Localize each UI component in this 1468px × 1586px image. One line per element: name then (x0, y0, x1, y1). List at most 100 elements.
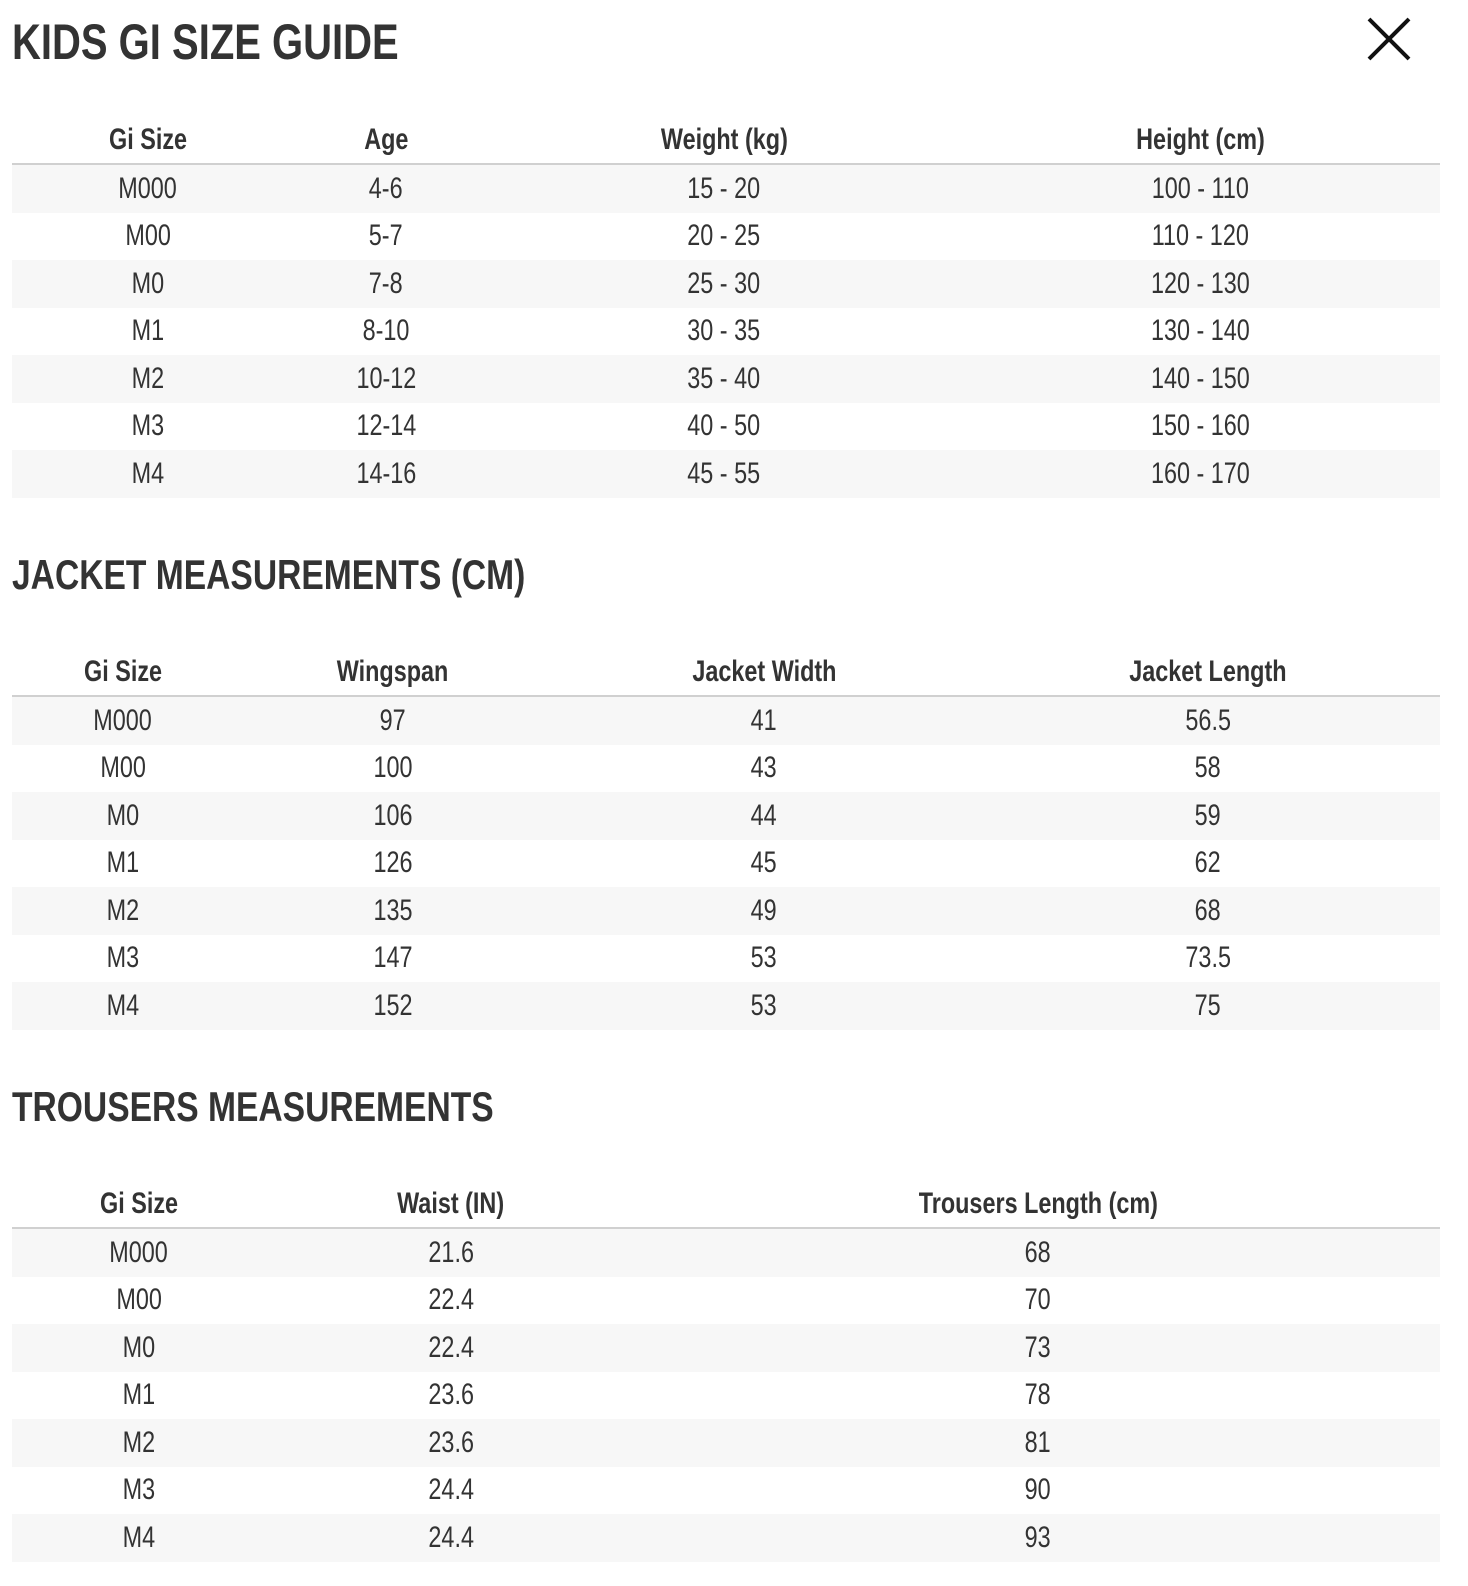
table-cell: M0 (12, 1324, 266, 1372)
table-cell-text: 147 (373, 941, 413, 975)
table-cell-text: 100 (373, 751, 413, 785)
table-cell: M1 (12, 1372, 266, 1420)
table-row: M0 106 44 59 (12, 792, 1440, 840)
table-cell-text: 97 (379, 703, 407, 737)
section-heading-text: TROUSERS MEASUREMENTS (12, 1083, 494, 1130)
table-cell-text: 44 (750, 798, 778, 832)
table-cell-text: 24.4 (428, 1473, 474, 1507)
column-header: Waist (IN) (266, 1181, 636, 1229)
table-cell-text: M000 (109, 1235, 169, 1269)
table-cell: 130 - 140 (960, 308, 1440, 356)
table-cell-text: 21.6 (428, 1235, 474, 1269)
table-cell: 7-8 (284, 260, 488, 308)
table-cell: 81 (636, 1419, 1440, 1467)
table-cell-text: 8-10 (362, 314, 410, 348)
table-row: M4 14-16 45 - 55 160 - 170 (12, 450, 1440, 498)
table-cell: 41 (552, 696, 976, 745)
table-cell-text: 110 - 120 (1151, 219, 1249, 253)
table-cell-text: 68 (1194, 893, 1222, 927)
table-cell: 23.6 (266, 1372, 636, 1420)
table-cell: 75 (976, 982, 1440, 1030)
table-row: M000 97 41 56.5 (12, 696, 1440, 745)
column-header-text: Gi Size (108, 123, 188, 156)
column-header: Weight (kg) (488, 117, 960, 165)
table-cell-text: 58 (1194, 751, 1222, 785)
table-cell: 150 - 160 (960, 403, 1440, 451)
table-cell: 40 - 50 (488, 403, 960, 451)
table-row: M1 8-10 30 - 35 130 - 140 (12, 308, 1440, 356)
table-cell: 70 (636, 1277, 1440, 1325)
table-cell: 20 - 25 (488, 213, 960, 261)
table-row: M3 12-14 40 - 50 150 - 160 (12, 403, 1440, 451)
table-cell-text: M00 (116, 1283, 162, 1317)
table-row: M000 4-6 15 - 20 100 - 110 (12, 164, 1440, 213)
table-cell: M000 (12, 1228, 266, 1277)
table-cell: 53 (552, 982, 976, 1030)
table-cell-text: M2 (131, 361, 165, 395)
table-cell: 23.6 (266, 1419, 636, 1467)
table-row: M4 24.4 93 (12, 1514, 1440, 1562)
table-cell-text: M000 (93, 703, 153, 737)
table-cell-text: M2 (122, 1425, 156, 1459)
header-row: Gi Size Wingspan Jacket Width Jacket Length (12, 649, 1440, 697)
table-cell-text: 30 - 35 (687, 314, 761, 348)
section-heading: JACKET MEASUREMENTS (CM) (12, 549, 654, 601)
column-header-text: Jacket Length (1129, 655, 1287, 688)
page-title: KIDS GI SIZE GUIDE (12, 12, 495, 72)
table-cell-text: 4-6 (369, 171, 403, 205)
table-cell-text: 106 (373, 798, 413, 832)
table-cell-text: 130 - 140 (1150, 314, 1250, 348)
table-row: M00 100 43 58 (12, 745, 1440, 793)
size-table: Gi Size Age Weight (kg) Height (cm) M000 4-6 1… (12, 117, 1440, 498)
table-cell: 59 (976, 792, 1440, 840)
column-header: Jacket Width (552, 649, 976, 697)
column-header: Jacket Length (976, 649, 1440, 697)
section-heading: TROUSERS MEASUREMENTS (12, 1081, 614, 1133)
table-row: M3 24.4 90 (12, 1467, 1440, 1515)
table-cell: M2 (12, 887, 234, 935)
table-cell: 4-6 (284, 164, 488, 213)
table-cell: M4 (12, 450, 284, 498)
table-cell: 56.5 (976, 696, 1440, 745)
column-header-text: Wingspan (337, 655, 449, 688)
table-cell: 140 - 150 (960, 355, 1440, 403)
table-cell-text: 53 (750, 988, 778, 1022)
column-header: Age (284, 117, 488, 165)
title-text: KIDS GI SIZE GUIDE (12, 14, 399, 70)
table-cell-text: M1 (131, 314, 165, 348)
table-cell-text: 43 (750, 751, 778, 785)
table-cell: 53 (552, 935, 976, 983)
table-cell: 30 - 35 (488, 308, 960, 356)
table-cell-text: 53 (750, 941, 778, 975)
table-cell: M000 (12, 696, 234, 745)
table-cell-text: 78 (1024, 1378, 1052, 1412)
table-cell: M2 (12, 355, 284, 403)
table-cell: 14-16 (284, 450, 488, 498)
table-row: M000 21.6 68 (12, 1228, 1440, 1277)
table-cell: 25 - 30 (488, 260, 960, 308)
table-cell-text: M4 (106, 988, 140, 1022)
table-row: M4 152 53 75 (12, 982, 1440, 1030)
table-cell: M00 (12, 1277, 266, 1325)
table-cell: M2 (12, 1419, 266, 1467)
table-cell: 45 - 55 (488, 450, 960, 498)
table-cell: 24.4 (266, 1514, 636, 1562)
column-header-text: Gi Size (83, 655, 163, 688)
column-header: Gi Size (12, 1181, 266, 1229)
table-cell-text: M1 (106, 846, 140, 880)
column-header-text: Gi Size (99, 1187, 179, 1220)
table-row: M2 10-12 35 - 40 140 - 150 (12, 355, 1440, 403)
column-header-text: Waist (IN) (397, 1187, 505, 1220)
section-heading-text: JACKET MEASUREMENTS (CM) (12, 551, 526, 598)
table-cell: 68 (636, 1228, 1440, 1277)
close-button[interactable] (1366, 16, 1412, 62)
table-cell: 120 - 130 (960, 260, 1440, 308)
table-cell: 73.5 (976, 935, 1440, 983)
table-cell-text: M3 (122, 1473, 156, 1507)
table-cell-text: M1 (122, 1378, 156, 1412)
table-cell-text: 73 (1024, 1330, 1052, 1364)
table-cell-text: 49 (750, 893, 778, 927)
table-cell: M3 (12, 1467, 266, 1515)
table-row: M3 147 53 73.5 (12, 935, 1440, 983)
